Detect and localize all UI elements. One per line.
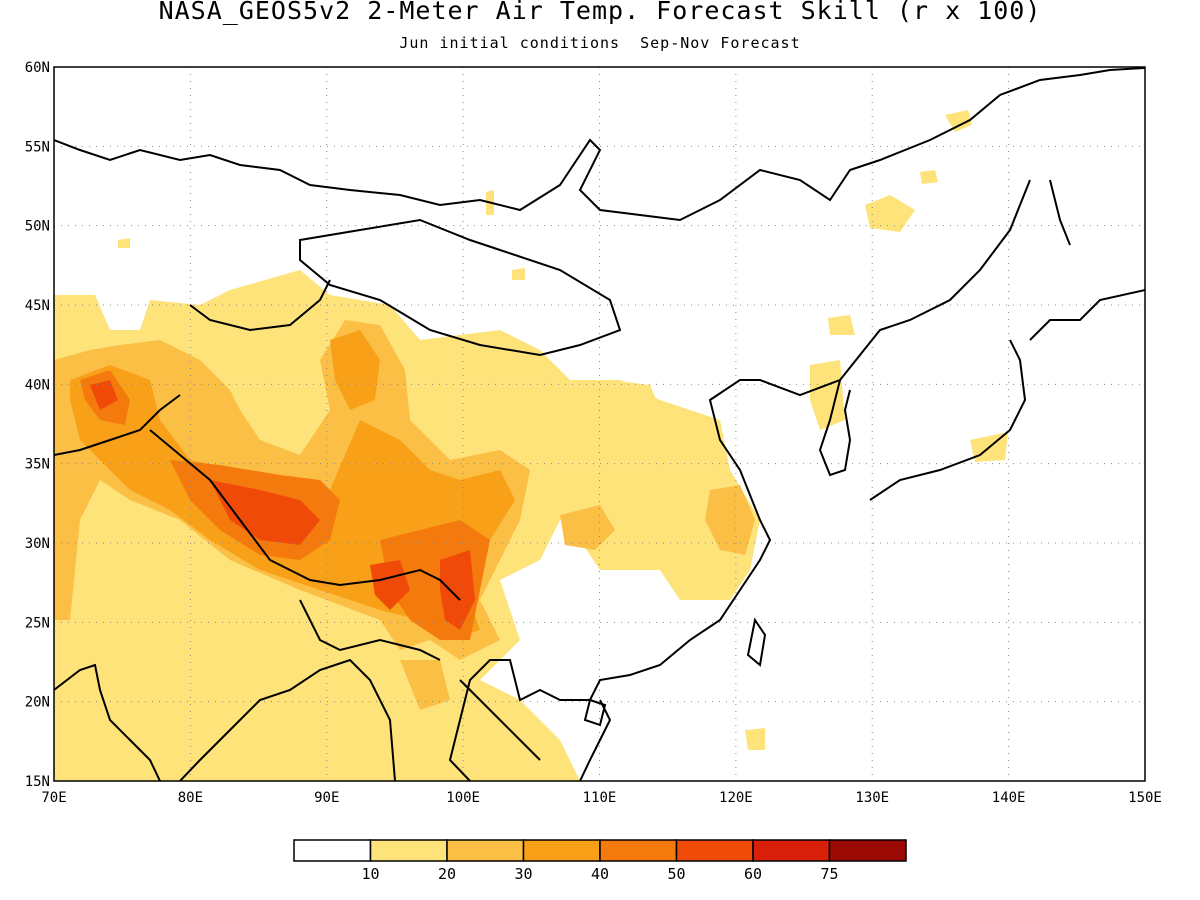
map-gridlines bbox=[54, 67, 1145, 781]
colorbar-label: 20 bbox=[438, 865, 456, 883]
colorbar-swatch bbox=[828, 839, 907, 862]
lat-tick-label: 55N bbox=[25, 139, 50, 155]
colorbar-label: 40 bbox=[591, 865, 609, 883]
lat-tick-label: 20N bbox=[25, 695, 50, 711]
colorbar-swatch bbox=[293, 839, 372, 862]
latitude-labels: 15N 20N 25N 30N 35N 40N 45N 50N 55N 60N bbox=[25, 60, 50, 790]
skill-shading bbox=[54, 110, 1008, 781]
lat-tick-label: 60N bbox=[25, 60, 50, 76]
lat-tick-label: 40N bbox=[25, 377, 50, 393]
colorbar-label: 75 bbox=[820, 865, 838, 883]
colorbar-label: 10 bbox=[361, 865, 379, 883]
lon-tick-label: 140E bbox=[992, 790, 1026, 806]
lon-tick-label: 90E bbox=[314, 790, 339, 806]
longitude-labels: 70E 80E 90E 100E 110E 120E 130E 140E 150E bbox=[41, 790, 1162, 806]
lat-tick-label: 35N bbox=[25, 457, 50, 473]
lat-tick-label: 30N bbox=[25, 536, 50, 552]
colorbar-swatch bbox=[752, 839, 831, 862]
colorbar: 10 20 30 40 50 60 75 bbox=[293, 839, 907, 883]
colorbar-label: 30 bbox=[514, 865, 532, 883]
colorbar-swatch bbox=[675, 839, 754, 862]
lon-tick-label: 70E bbox=[41, 790, 66, 806]
lon-tick-label: 130E bbox=[855, 790, 889, 806]
lon-tick-label: 80E bbox=[178, 790, 203, 806]
lat-tick-label: 15N bbox=[25, 774, 50, 790]
colorbar-label: 60 bbox=[744, 865, 762, 883]
colorbar-swatch bbox=[369, 839, 448, 862]
lat-tick-label: 25N bbox=[25, 615, 50, 631]
lat-tick-label: 50N bbox=[25, 219, 50, 235]
lon-tick-label: 100E bbox=[446, 790, 480, 806]
colorbar-label: 50 bbox=[667, 865, 685, 883]
lon-tick-label: 150E bbox=[1128, 790, 1162, 806]
colorbar-swatch bbox=[522, 839, 601, 862]
map-subtitle: Jun initial conditions Sep-Nov Forecast bbox=[399, 34, 801, 52]
map-title: NASA_GEOS5v2 2-Meter Air Temp. Forecast … bbox=[158, 0, 1042, 25]
colorbar-swatch bbox=[599, 839, 678, 862]
colorbar-swatch bbox=[446, 839, 525, 862]
lon-tick-label: 110E bbox=[583, 790, 617, 806]
lat-tick-label: 45N bbox=[25, 298, 50, 314]
plot-frame bbox=[53, 66, 1146, 782]
coastlines bbox=[54, 67, 1145, 781]
lon-tick-label: 120E bbox=[719, 790, 753, 806]
